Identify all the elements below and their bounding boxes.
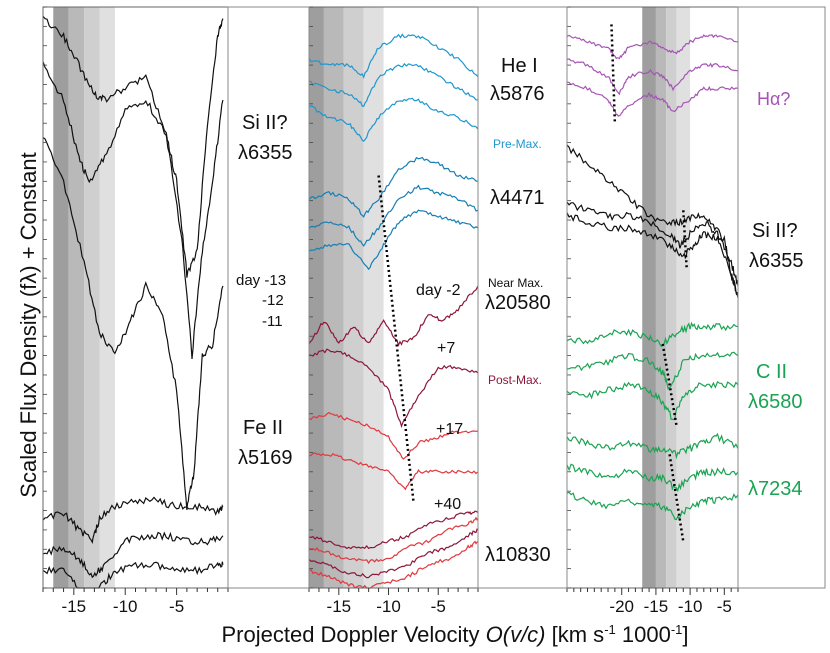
x-tick-label-middle-1: -15 bbox=[327, 597, 352, 616]
spectrum-right-10 bbox=[566, 432, 739, 460]
label-l6580: λ6580 bbox=[748, 391, 803, 413]
spectrum-right-5 bbox=[566, 201, 739, 286]
spectrum-middle-14 bbox=[308, 540, 479, 589]
label-l20580: λ20580 bbox=[485, 292, 551, 314]
spectrum-left-6 bbox=[42, 561, 224, 589]
label-l6355: λ6355 bbox=[238, 142, 293, 164]
spectrum-right-8 bbox=[566, 351, 739, 391]
spectrum-left-2 bbox=[42, 61, 224, 359]
shade-band-middle-1 bbox=[309, 7, 324, 588]
y-axis-label: Scaled Flux Density (fλ) + Constant bbox=[16, 152, 41, 497]
label-column-right bbox=[737, 6, 826, 589]
x-tick-label-right-2: -15 bbox=[644, 597, 669, 616]
label-c-ii: C II bbox=[756, 361, 787, 383]
label-l7234: λ7234 bbox=[748, 478, 803, 500]
shade-band-right-2 bbox=[655, 7, 667, 588]
spectrum-middle-6 bbox=[308, 209, 479, 271]
spectrum-middle-4 bbox=[308, 156, 479, 218]
x-axis-label-units: [km s bbox=[546, 622, 605, 647]
x-tick-label-right-3: -10 bbox=[678, 597, 703, 616]
x-axis-label-sup2: -1 bbox=[671, 622, 683, 637]
label-l10830: λ10830 bbox=[485, 544, 551, 566]
label-p7: +7 bbox=[437, 340, 455, 357]
label-d12: -12 bbox=[262, 292, 284, 309]
x-tick-label-middle-3: -5 bbox=[431, 597, 446, 616]
x-axis-label: Projected Doppler Velocity O(v/c) [km s-… bbox=[221, 622, 688, 647]
spectrum-right-2 bbox=[566, 58, 739, 96]
label-l5876: λ5876 bbox=[490, 83, 545, 105]
spectrum-middle-2 bbox=[308, 62, 479, 107]
label-si-ii-right: Si II? bbox=[752, 220, 798, 242]
shade-band-left-1 bbox=[53, 7, 69, 588]
x-axis-label-italic: O(v/c) bbox=[486, 622, 546, 647]
shade-band-right-1 bbox=[642, 7, 656, 588]
spectrum-left-4 bbox=[42, 496, 224, 545]
spectrum-left-1 bbox=[42, 15, 224, 278]
x-tick-label-right-1: -20 bbox=[609, 597, 634, 616]
shade-band-left-2 bbox=[68, 7, 85, 588]
spectrum-right-12 bbox=[566, 491, 739, 521]
spectrum-right-3 bbox=[566, 81, 739, 117]
x-tick-label-left-3: -5 bbox=[169, 597, 184, 616]
shade-band-middle-4 bbox=[363, 7, 384, 588]
spectrum-right-1 bbox=[566, 34, 739, 60]
label-p40: +40 bbox=[434, 496, 461, 513]
spectrum-middle-13 bbox=[308, 528, 479, 579]
label-post-max: Post-Max. bbox=[488, 373, 542, 387]
spectrum-left-3 bbox=[42, 137, 224, 510]
velocity-trend-middle-1 bbox=[377, 175, 415, 501]
label-l4471: λ4471 bbox=[490, 187, 545, 209]
middle-panel: -15 -10 -5 bbox=[308, 6, 479, 616]
spectrum-middle-11 bbox=[308, 510, 479, 550]
velocity-trend-right-1 bbox=[610, 24, 617, 124]
shade-band-right-3 bbox=[666, 7, 677, 588]
spectrum-middle-1 bbox=[308, 33, 479, 79]
label-column-middle bbox=[477, 6, 568, 589]
spectrum-middle-9 bbox=[308, 411, 479, 460]
label-si-ii: Si II? bbox=[242, 112, 288, 134]
spectrum-right-6 bbox=[566, 212, 739, 298]
shade-band-middle-2 bbox=[323, 7, 344, 588]
left-panel: -15 -10 -5 bbox=[42, 6, 229, 616]
label-he-i: He I bbox=[501, 55, 538, 77]
x-axis-label-main: Projected Doppler Velocity bbox=[221, 622, 485, 647]
label-near-max: Near Max. bbox=[488, 276, 543, 290]
spectrum-middle-3 bbox=[308, 97, 479, 143]
spectrum-middle-7 bbox=[308, 285, 479, 347]
label-day-13: day -13 bbox=[236, 272, 286, 289]
spectrum-left-5 bbox=[42, 531, 224, 579]
x-axis-label-tail: 1000 bbox=[616, 622, 671, 647]
x-axis-label-sup1: -1 bbox=[604, 622, 616, 637]
label-fe-ii: Fe II bbox=[243, 417, 283, 439]
x-axis-label-end: ] bbox=[682, 622, 688, 647]
label-halpha: Hα? bbox=[757, 89, 790, 109]
x-tick-label-left-2: -10 bbox=[113, 597, 138, 616]
spectrum-middle-12 bbox=[308, 516, 479, 565]
right-panel: -20 -15 -10 -5 bbox=[566, 6, 739, 616]
label-column-left bbox=[227, 6, 310, 589]
shade-band-left-4 bbox=[99, 7, 115, 588]
label-l6355-right: λ6355 bbox=[749, 250, 804, 272]
spectrum-right-4 bbox=[566, 144, 739, 298]
velocity-trend-right-3 bbox=[661, 343, 678, 426]
shade-band-right-4 bbox=[676, 7, 691, 588]
shade-band-middle-3 bbox=[343, 7, 364, 588]
label-l5169: λ5169 bbox=[238, 447, 293, 469]
spectrum-right-11 bbox=[566, 463, 739, 493]
x-tick-label-left-1: -15 bbox=[62, 597, 87, 616]
spectrum-middle-8 bbox=[308, 348, 479, 429]
label-pre-max: Pre-Max. bbox=[493, 137, 542, 151]
spectrum-middle-10 bbox=[308, 452, 479, 491]
spectrum-middle-5 bbox=[308, 184, 479, 247]
label-day-2: day -2 bbox=[416, 282, 461, 299]
x-tick-label-middle-2: -10 bbox=[376, 597, 401, 616]
spectrum-right-9 bbox=[566, 380, 739, 421]
label-d11: -11 bbox=[262, 313, 283, 330]
x-tick-label-right-4: -5 bbox=[717, 597, 732, 616]
label-p17: +17 bbox=[436, 421, 463, 438]
